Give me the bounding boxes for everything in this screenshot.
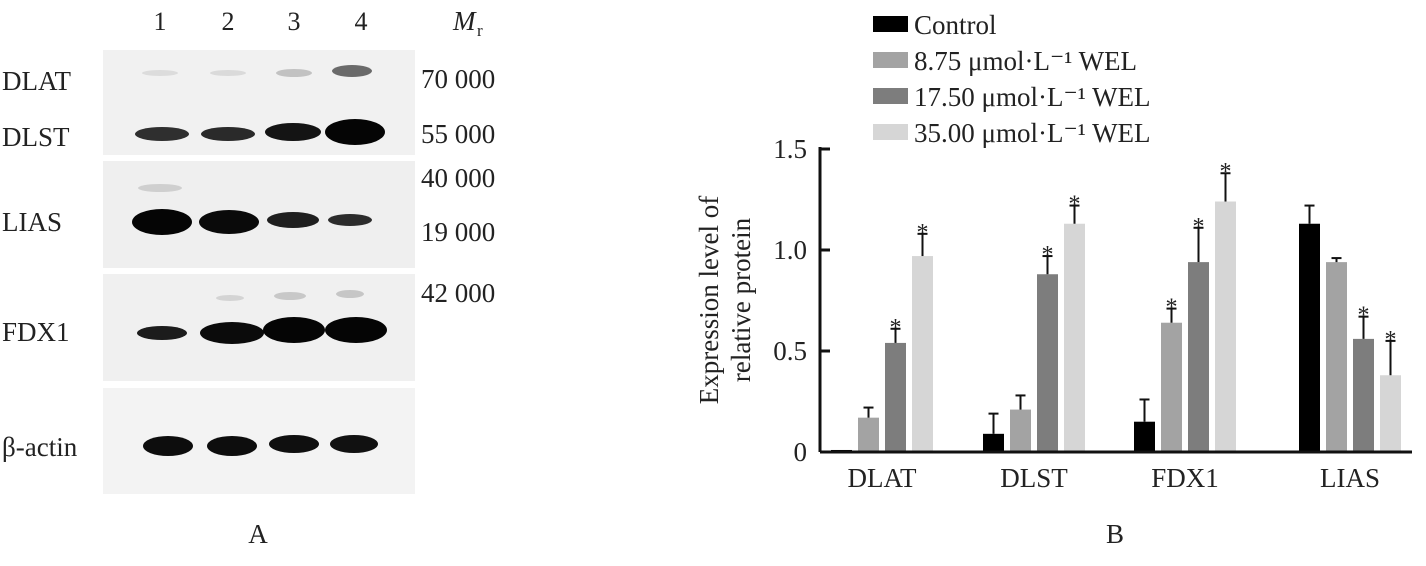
x-tick-label-lias: LIAS: [1320, 463, 1380, 493]
significance-marker: *: [890, 315, 902, 341]
lias-bands: [132, 184, 372, 235]
y-tick-label: 0.5: [773, 336, 807, 366]
bar-fdx1-series-1: [1134, 421, 1155, 452]
bar-dlat-series-3: [885, 342, 906, 452]
legend-label-3: 17.50 μmol·L⁻¹ WEL: [914, 82, 1151, 112]
significance-marker: *: [1358, 303, 1370, 329]
actin-bands: [143, 435, 378, 456]
bar-lias-series-3: [1353, 338, 1374, 452]
y-tick-label: 1.5: [773, 134, 807, 164]
dlst-bands: [135, 119, 385, 145]
legend-label-2: 8.75 μmol·L⁻¹ WEL: [914, 46, 1137, 76]
marker-42000: 42 000: [421, 278, 495, 308]
marker-19000: 19 000: [421, 217, 495, 247]
significance-marker: *: [1220, 159, 1232, 185]
bar-dlat-series-2: [858, 417, 879, 452]
bar-fdx1-series-4: [1215, 201, 1236, 452]
bar-fdx1-series-2: [1161, 322, 1182, 452]
y-axis-label-line-1: Expression level of: [694, 196, 724, 404]
bar-lias-series-4: [1380, 375, 1401, 452]
legend-swatch-3: [873, 88, 908, 104]
mr-header: M: [452, 6, 477, 36]
legend-swatch-4: [873, 124, 908, 140]
y-tick-label: 1.0: [773, 235, 807, 265]
bar-dlst-series-4: [1064, 223, 1085, 452]
legend-swatch-2: [873, 52, 908, 68]
significance-marker: *: [917, 220, 929, 246]
panel-b-label: B: [1106, 519, 1124, 549]
bar-dlst-series-1: [983, 433, 1004, 452]
marker-55000: 55 000: [421, 119, 495, 149]
chart-bars: * * * * * * * * *: [831, 159, 1401, 452]
y-tick-label: 0: [794, 437, 808, 467]
chart-axes: 0 0.5 1.0 1.5 Expression level of relative pr…: [694, 134, 1412, 493]
mr-header-subscript: r: [477, 21, 483, 40]
bar-dlst-series-2: [1010, 409, 1031, 452]
protein-label-fdx1: FDX1: [2, 317, 70, 347]
x-tick-label-dlat: DLAT: [848, 463, 917, 493]
lane-label-2: 2: [222, 7, 235, 36]
lane-label-4: 4: [355, 7, 368, 36]
protein-label-dlat: DLAT: [2, 66, 71, 96]
bar-dlst-series-3: [1037, 274, 1058, 452]
panel-a-label: A: [248, 519, 268, 549]
fdx1-bands: [137, 290, 387, 344]
dlat-bands: [142, 65, 372, 77]
significance-marker: *: [1385, 327, 1397, 353]
protein-label-dlst: DLST: [2, 122, 70, 152]
bar-fdx1-series-3: [1188, 262, 1209, 452]
y-axis-label-line-2: relative protein: [726, 217, 756, 382]
protein-label-lias: LIAS: [2, 207, 62, 237]
legend-swatch-1: [873, 16, 908, 32]
chart-legend: Control 8.75 μmol·L⁻¹ WEL 17.50 μmol·L⁻¹ W…: [873, 10, 1151, 148]
bar-lias-series-1: [1299, 223, 1320, 452]
significance-marker: *: [1042, 242, 1054, 268]
lane-label-1: 1: [154, 7, 167, 36]
legend-label-4: 35.00 μmol·L⁻¹ WEL: [914, 118, 1151, 148]
significance-marker: *: [1166, 295, 1178, 321]
bar-dlat-series-4: [912, 256, 933, 452]
x-tick-label-fdx1: FDX1: [1151, 463, 1219, 493]
marker-70000: 70 000: [421, 64, 495, 94]
panel-b-chart: Control 8.75 μmol·L⁻¹ WEL 17.50 μmol·L⁻¹ W…: [694, 10, 1412, 549]
x-tick-label-dlst: DLST: [1000, 463, 1068, 493]
lane-label-3: 3: [288, 7, 301, 36]
legend-label-1: Control: [914, 10, 997, 40]
significance-marker: *: [1069, 192, 1081, 218]
marker-40000: 40 000: [421, 163, 495, 193]
protein-label-actin: β-actin: [2, 432, 78, 462]
significance-marker: *: [1193, 214, 1205, 240]
panel-a: 1 2 3 4 M r: [2, 6, 495, 549]
bar-lias-series-2: [1326, 262, 1347, 452]
